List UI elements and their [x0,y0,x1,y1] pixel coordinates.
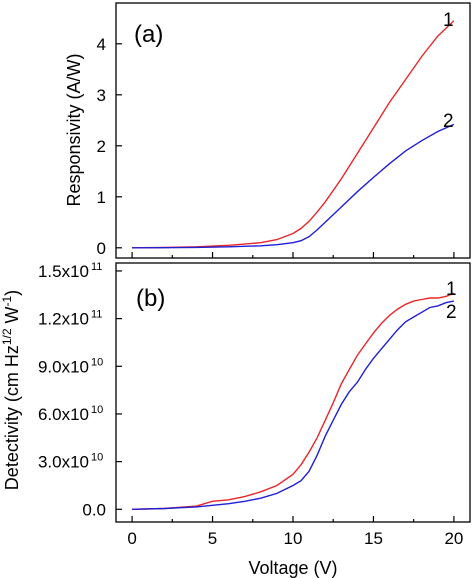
y-tick-label: 2 [97,137,106,156]
y-tick-label: 0.0 [82,500,106,519]
y-tick-exponent: 10 [91,404,103,416]
y-tick-label: 1 [97,188,106,207]
series-label-1: 1 [443,10,454,31]
series-line-2 [132,300,455,510]
y-axis-label: Detectivity (cm Hz1/2 W-1) [0,290,22,490]
series-line-2 [132,123,455,249]
series-label-2: 2 [443,111,454,132]
y-tick-exponent: 10 [91,452,103,464]
y-tick-exponent: 11 [91,261,102,273]
y-tick-label: 1.5x10 [38,262,89,281]
series-line-1 [132,292,455,510]
x-tick-label: 10 [284,529,303,548]
plot-frame [115,2,471,259]
y-tick-label: 9.0x10 [38,357,89,376]
plot-frame [115,262,471,523]
x-tick-label: 5 [208,529,217,548]
y-tick-label: 3 [97,86,106,105]
y-tick-label: 3.0x10 [38,453,89,472]
x-tick-label: 0 [127,529,136,548]
y-tick-exponent: 10 [91,356,103,368]
y-tick-label: 6.0x10 [38,405,89,424]
x-tick-label: 15 [364,529,383,548]
panel-label: (a) [134,21,163,48]
y-tick-label: 0 [97,239,106,258]
x-axis-label: Voltage (V) [248,558,337,578]
y-tick-label: 4 [97,35,106,54]
y-tick-exponent: 11 [91,309,102,321]
x-tick-label: 20 [444,529,463,548]
series-label-1: 1 [446,279,457,300]
series-line-1 [132,20,455,249]
series-label-2: 2 [446,302,457,323]
panel-label: (b) [136,285,165,312]
panel-b: 0 5 10 15 200.03.0x10 106.0x10 109.0x10 101.2x1… [0,261,471,578]
y-tick-label: 1.2x10 [38,310,89,329]
panel-a: 0 1 2 3 4 1 2 (a) Responsivity (A/W) [64,2,471,259]
y-axis-label: Responsivity (A/W) [64,53,84,206]
